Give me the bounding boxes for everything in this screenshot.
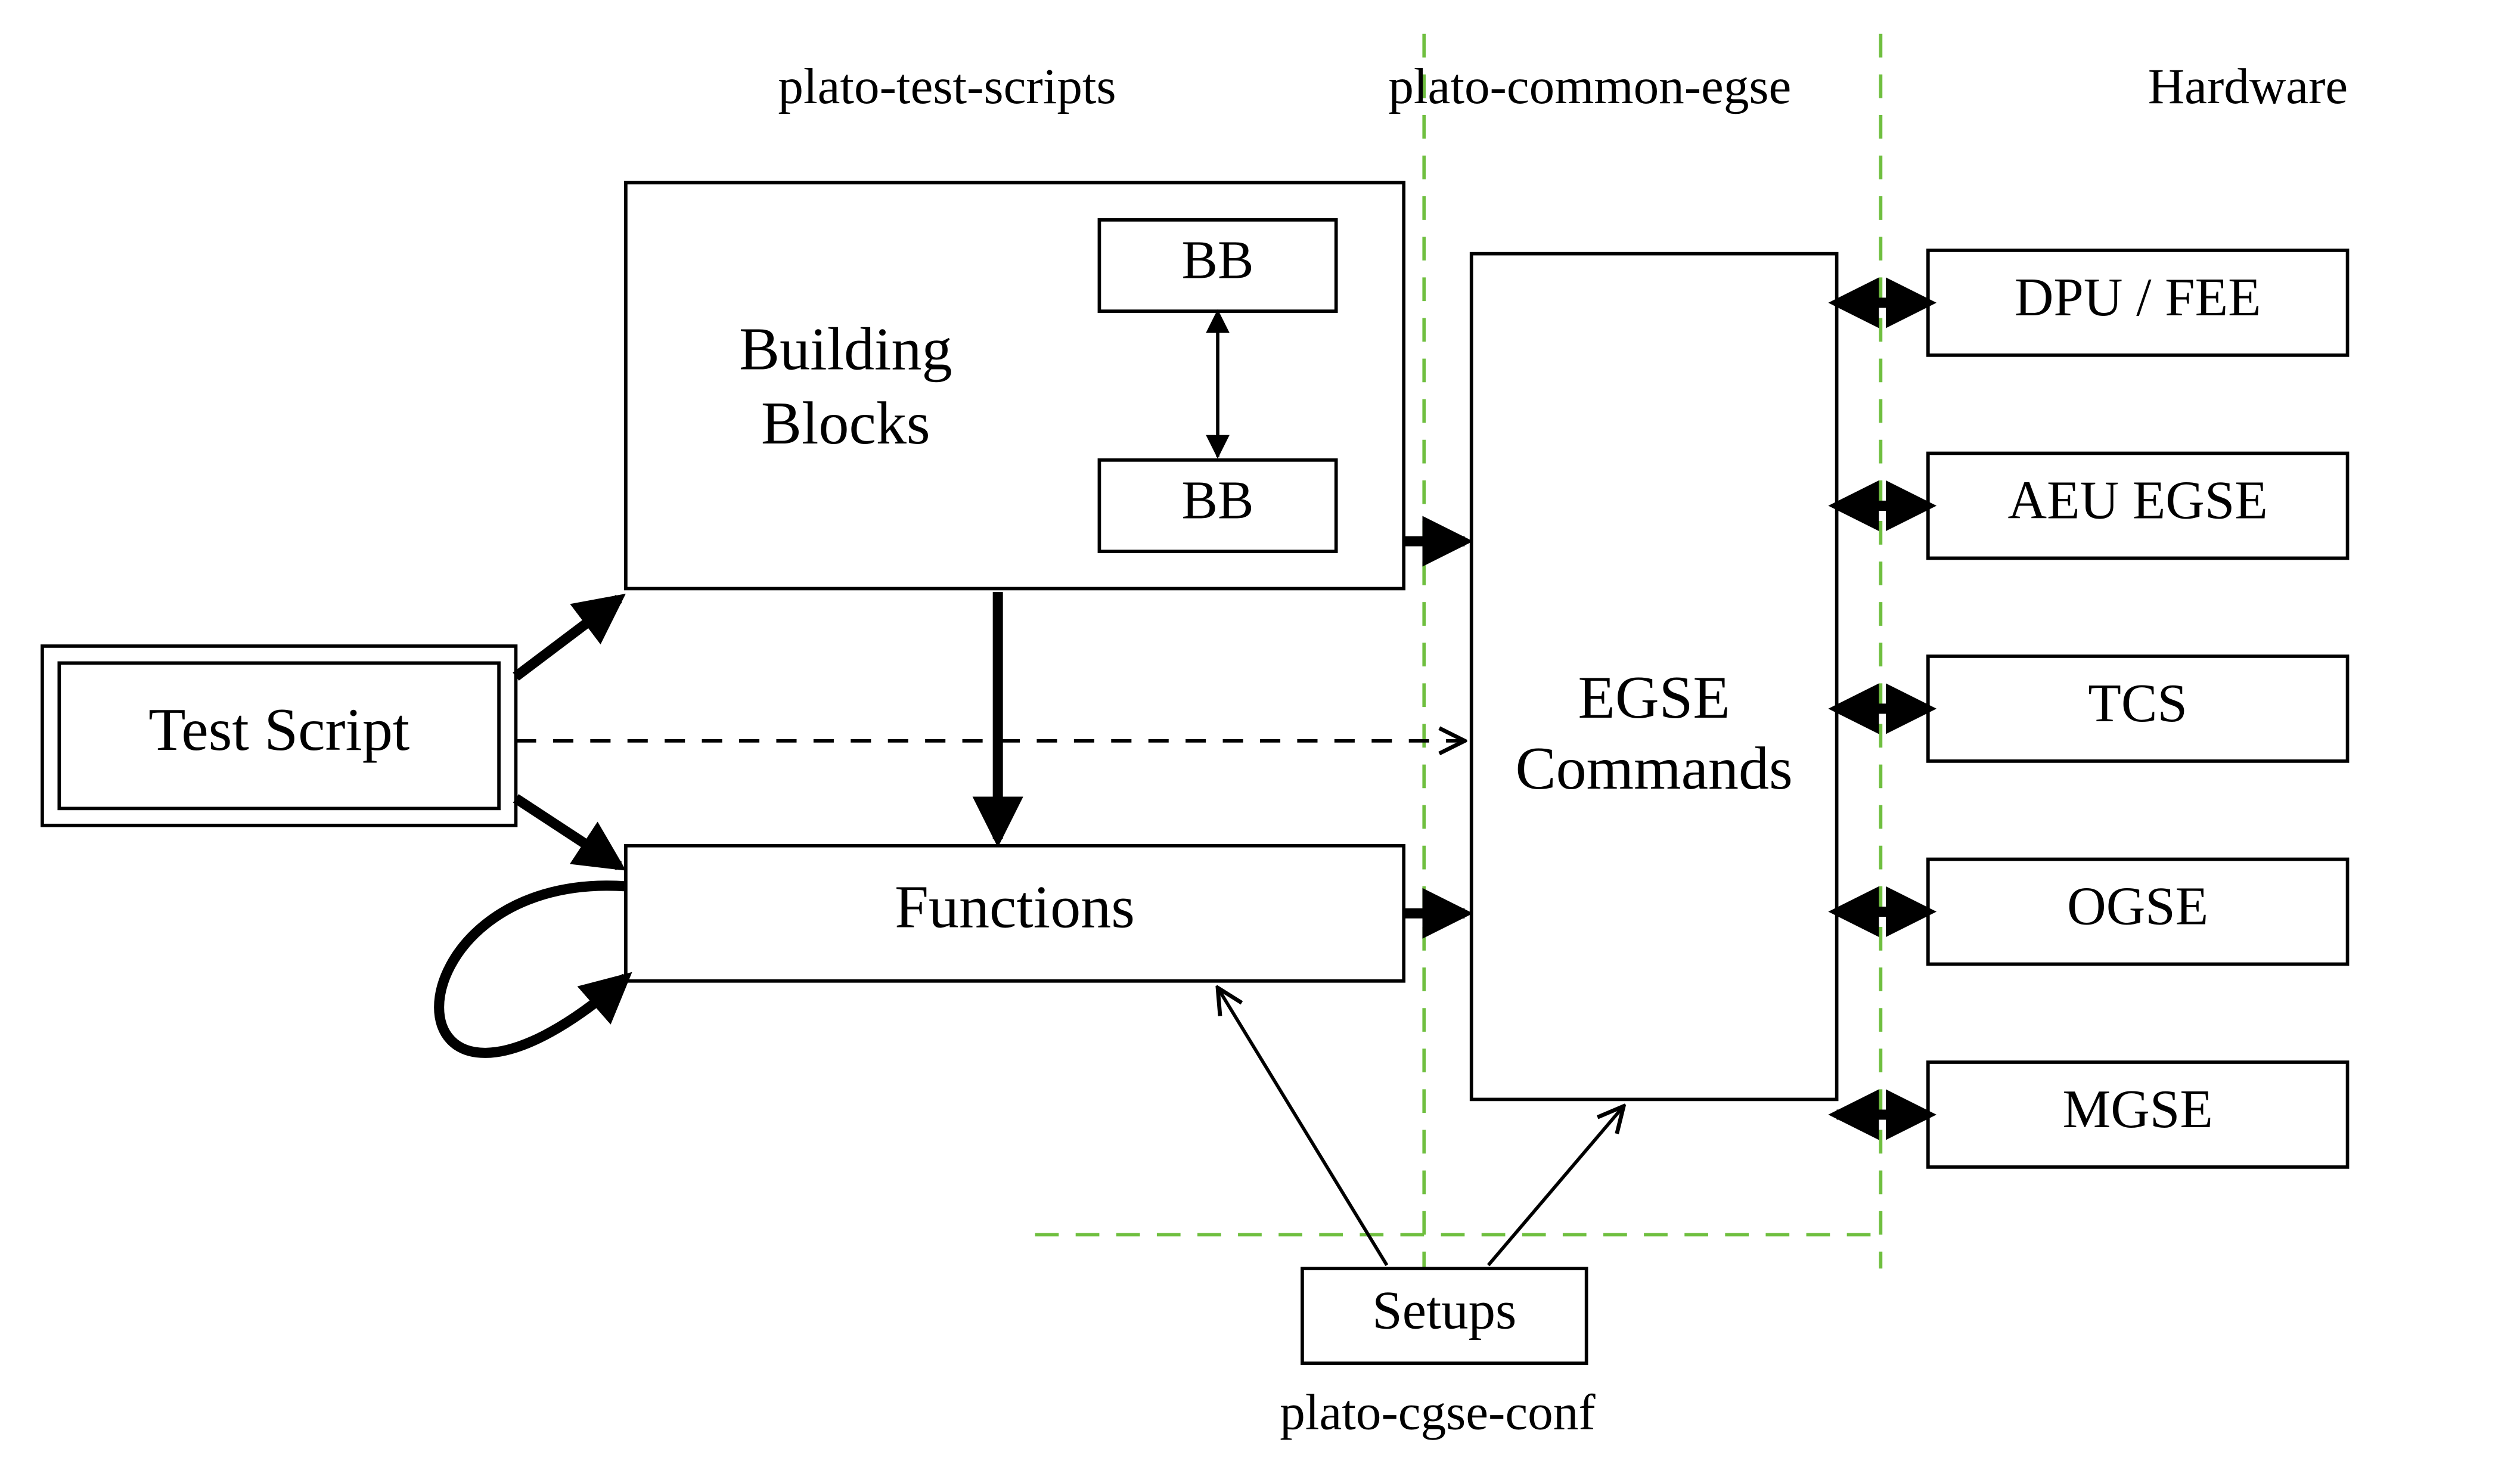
architecture-diagram: plato-test-scripts plato-common-egse Hardw…	[0, 0, 2520, 1454]
hardware-label-dpu: DPU / FEE	[2015, 267, 2261, 327]
setups-label: Setups	[1372, 1280, 1516, 1340]
edge-setups-to-functions	[1218, 988, 1387, 1265]
edge-setups-to-egse	[1488, 1106, 1624, 1265]
hardware-label-ogse: OGSE	[2067, 876, 2208, 936]
section-label-conf: plato-cgse-conf	[1280, 1384, 1596, 1440]
egse-commands-label-1: EGSE	[1578, 664, 1730, 731]
section-label-common: plato-common-egse	[1388, 58, 1791, 114]
functions-label: Functions	[895, 874, 1135, 941]
section-label-hardware: Hardware	[2148, 58, 2348, 114]
bb2-label: BB	[1181, 470, 1253, 530]
building-blocks-label-2: Blocks	[761, 390, 930, 457]
edge-ts-to-fn	[516, 798, 619, 866]
building-blocks-label-1: Building	[739, 315, 952, 383]
edge-ts-to-bb	[516, 599, 619, 677]
bb1-label: BB	[1181, 229, 1253, 290]
hardware-label-tcs: TCS	[2088, 673, 2187, 733]
egse-commands-label-2: Commands	[1515, 735, 1792, 802]
section-label-scripts: plato-test-scripts	[778, 58, 1116, 114]
edge-functions-selfloop	[439, 886, 626, 1053]
test-script-label: Test Script	[148, 696, 409, 764]
hardware-label-aeu: AEU EGSE	[2008, 470, 2268, 530]
hardware-label-mgse: MGSE	[2063, 1079, 2213, 1139]
